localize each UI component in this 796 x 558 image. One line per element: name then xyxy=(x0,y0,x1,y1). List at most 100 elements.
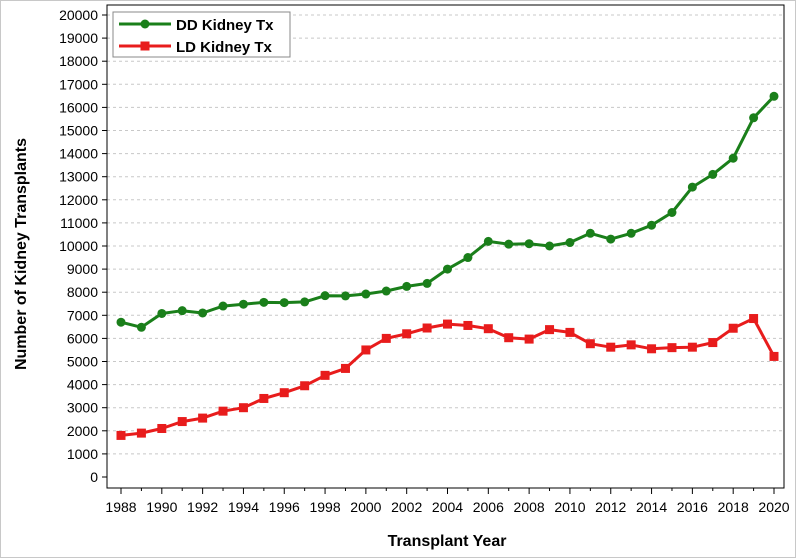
data-point-ld xyxy=(340,363,350,373)
data-point-ld xyxy=(381,333,391,343)
legend: DD Kidney Tx LD Kidney Tx xyxy=(112,11,291,58)
data-point-dd xyxy=(381,286,391,296)
y-tick-label: 10000 xyxy=(59,238,98,254)
y-tick-label: 13000 xyxy=(59,169,98,185)
x-tick-label: 1990 xyxy=(146,499,177,515)
y-tick-label: 8000 xyxy=(67,284,98,300)
data-point-dd xyxy=(463,253,473,263)
x-tick-label: 2016 xyxy=(677,499,708,515)
data-point-dd xyxy=(340,291,350,301)
data-point-ld xyxy=(320,370,330,380)
y-tick-label: 19000 xyxy=(59,30,98,46)
data-point-ld xyxy=(565,327,575,337)
data-point-dd xyxy=(259,297,269,307)
x-tick-label: 2012 xyxy=(595,499,626,515)
data-point-ld xyxy=(585,339,595,349)
x-axis-title: Transplant Year xyxy=(388,533,507,550)
y-tick-label: 6000 xyxy=(67,330,98,346)
data-point-ld xyxy=(198,413,208,423)
y-tick-label: 18000 xyxy=(59,53,98,69)
y-tick-label: 7000 xyxy=(67,307,98,323)
data-point-ld xyxy=(708,338,718,348)
data-point-dd xyxy=(218,301,228,311)
y-tick-label: 9000 xyxy=(67,261,98,277)
y-tick-label: 11000 xyxy=(60,215,98,231)
x-tick-label: 1996 xyxy=(269,499,300,515)
data-point-ld xyxy=(647,344,657,354)
data-point-dd xyxy=(565,238,575,248)
data-point-ld xyxy=(157,423,167,433)
x-axis-ticks: 1988 1990 1992 1994 1996 1998 2000 2002 2004 2006… xyxy=(105,488,790,515)
data-point-dd xyxy=(687,182,697,192)
data-point-ld xyxy=(136,428,146,438)
y-axis-title: Number of Kidney Transplants xyxy=(13,138,30,370)
x-tick-label: 2008 xyxy=(514,499,545,515)
legend-label-ld: LD Kidney Tx xyxy=(176,39,273,56)
series-line-ld xyxy=(120,317,776,437)
data-point-ld xyxy=(116,430,126,440)
data-point-dd xyxy=(402,281,412,291)
x-tick-label: 2020 xyxy=(758,499,789,515)
data-point-dd xyxy=(198,308,208,318)
legend-label-dd: DD Kidney Tx xyxy=(176,17,274,34)
y-axis-ticks: 0 1000 2000 3000 4000 5000 6000 7000 8000 9000 100… xyxy=(59,7,107,485)
data-point-dd xyxy=(606,234,616,244)
data-point-ld xyxy=(463,320,473,330)
legend-marker-dd xyxy=(140,19,150,29)
y-tick-label: 5000 xyxy=(67,354,98,370)
data-point-ld xyxy=(218,406,228,416)
grid-lines xyxy=(107,14,784,455)
data-point-ld xyxy=(443,319,452,329)
x-tick-label: 2006 xyxy=(473,499,504,515)
data-point-dd xyxy=(545,241,555,251)
y-tick-label: 20000 xyxy=(59,7,98,23)
data-point-dd xyxy=(708,169,718,179)
data-point-dd xyxy=(320,291,330,301)
y-tick-label: 1000 xyxy=(67,446,98,462)
y-tick-label: 16000 xyxy=(59,99,98,115)
data-point-dd xyxy=(238,299,248,309)
data-point-dd xyxy=(728,153,738,163)
data-point-ld xyxy=(483,324,493,334)
series-layer xyxy=(116,91,779,440)
data-point-ld xyxy=(728,323,738,333)
x-tick-label: 2018 xyxy=(718,499,749,515)
data-point-dd xyxy=(585,228,595,238)
data-point-ld xyxy=(626,340,636,350)
data-point-ld xyxy=(545,325,555,335)
y-tick-label: 4000 xyxy=(67,377,98,393)
data-point-ld xyxy=(238,403,248,413)
data-point-dd xyxy=(769,91,779,101)
y-tick-label: 0 xyxy=(90,469,98,485)
data-point-ld xyxy=(524,334,534,344)
data-point-dd xyxy=(157,308,167,318)
data-point-ld xyxy=(361,345,371,355)
y-tick-label: 17000 xyxy=(59,76,98,92)
data-point-ld xyxy=(259,393,269,403)
data-point-dd xyxy=(361,289,371,299)
series-dd xyxy=(116,91,779,332)
x-tick-label: 2000 xyxy=(350,499,381,515)
data-point-dd xyxy=(647,220,657,230)
data-point-ld xyxy=(300,381,310,391)
x-tick-label: 2002 xyxy=(391,499,422,515)
data-point-dd xyxy=(422,278,432,288)
x-tick-label: 2004 xyxy=(432,499,463,515)
data-point-dd xyxy=(279,298,289,308)
data-point-dd xyxy=(524,239,534,249)
data-point-ld xyxy=(769,351,779,361)
data-point-dd xyxy=(504,239,514,249)
data-point-ld xyxy=(279,388,289,398)
data-point-dd xyxy=(136,322,146,332)
data-point-ld xyxy=(422,323,432,333)
data-point-dd xyxy=(300,297,310,307)
data-point-dd xyxy=(626,228,636,238)
y-tick-label: 15000 xyxy=(59,123,98,139)
data-point-dd xyxy=(116,317,126,327)
legend-item-dd: DD Kidney Tx xyxy=(119,17,274,34)
data-point-ld xyxy=(667,343,677,353)
x-tick-label: 2010 xyxy=(554,499,585,515)
x-tick-label: 1998 xyxy=(309,499,340,515)
